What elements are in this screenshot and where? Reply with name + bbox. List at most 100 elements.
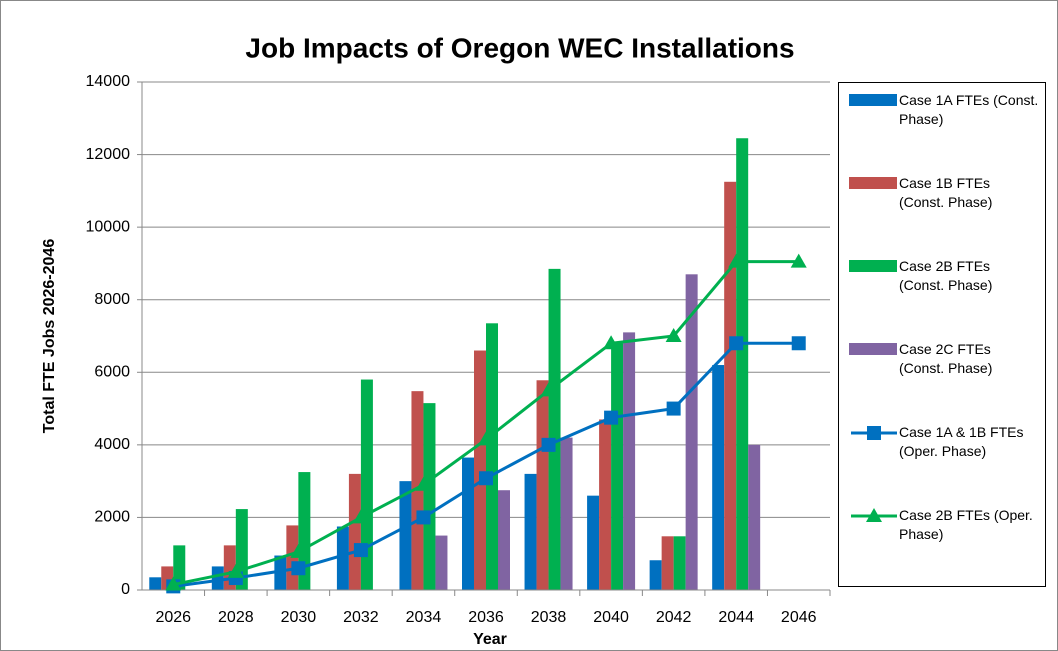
bar [587, 495, 600, 590]
y-tick-label: 10000 [86, 218, 131, 235]
bar [486, 323, 498, 590]
x-tick-label: 2038 [531, 609, 567, 626]
x-tick-label: 2036 [468, 609, 504, 626]
legend-marker [867, 426, 881, 440]
bar [599, 419, 612, 590]
legend-item: Case 1A & 1B FTEs (Oper. Phase) [847, 423, 1042, 493]
bar [274, 555, 287, 590]
x-tick-label: 2044 [718, 609, 754, 626]
y-tick-label: 6000 [94, 364, 130, 381]
bar [498, 490, 510, 590]
bar [560, 437, 573, 590]
line-marker [790, 253, 807, 268]
bar [623, 332, 636, 590]
line-marker [227, 563, 244, 578]
line-marker [478, 431, 494, 446]
bar [149, 577, 162, 590]
bar [748, 444, 761, 590]
legend-icon [851, 508, 897, 522]
legend-icon [851, 426, 897, 440]
legend-item: Case 1B FTEs (Const. Phase) [847, 174, 1042, 244]
legend-item: Case 2B FTEs (Oper. Phase) [847, 506, 1042, 576]
line-marker [541, 437, 556, 452]
x-tick-label: 2028 [218, 609, 254, 626]
legend-swatch [849, 260, 897, 272]
bar [360, 379, 373, 590]
legend-swatch [849, 94, 897, 106]
bar [173, 545, 186, 590]
bar [474, 350, 486, 590]
bar [524, 473, 537, 590]
line-marker [353, 543, 368, 558]
bar [399, 481, 412, 590]
legend-label: Case 1B FTEs (Const. Phase) [899, 175, 993, 210]
legend-label: Case 2B FTEs (Const. Phase) [899, 258, 993, 293]
bar [435, 535, 448, 590]
line-marker [290, 543, 307, 558]
legend-marker [866, 508, 882, 522]
legend: Case 1A FTEs (Const. Phase) Case 1B FTEs … [838, 82, 1046, 587]
bar [685, 274, 698, 590]
line-marker [603, 335, 620, 350]
bar [649, 560, 662, 590]
x-axis-label: Year [473, 631, 507, 648]
legend-item: Case 2C FTEs (Const. Phase) [847, 340, 1042, 410]
bar [712, 365, 725, 590]
x-tick-label: 2034 [406, 609, 442, 626]
line-marker [540, 382, 557, 397]
line-marker [416, 510, 431, 525]
legend-icon [849, 260, 897, 272]
bar [661, 536, 674, 590]
bar [548, 268, 561, 590]
line-marker [604, 410, 619, 425]
legend-label: Case 1A & 1B FTEs (Oper. Phase) [899, 424, 1024, 459]
y-tick-label: 2000 [94, 509, 130, 526]
bar [462, 457, 474, 590]
line-marker [415, 476, 432, 491]
line-marker [291, 561, 306, 576]
line-marker [728, 253, 745, 268]
y-tick-label: 12000 [86, 146, 131, 163]
legend-item: Case 1A FTEs (Const. Phase) [847, 91, 1042, 161]
y-axis-label: Total FTE Jobs 2026-2046 [41, 239, 58, 434]
x-tick-label: 2042 [656, 609, 692, 626]
legend-label: Case 1A FTEs (Const. Phase) [899, 92, 1039, 127]
legend-swatch [849, 343, 897, 355]
x-tick-label: 2032 [343, 609, 379, 626]
x-tick-label: 2040 [593, 609, 629, 626]
bar [611, 343, 624, 590]
line-marker [352, 509, 369, 524]
line-marker [479, 471, 493, 486]
line-marker [791, 336, 806, 351]
bar [423, 403, 436, 590]
bar [673, 536, 686, 590]
y-tick-label: 8000 [94, 291, 130, 308]
x-tick-label: 2046 [781, 609, 817, 626]
chart-title: Job Impacts of Oregon WEC Installations [245, 32, 794, 63]
bar [736, 138, 749, 590]
legend-item: Case 2B FTEs (Const. Phase) [847, 257, 1042, 327]
legend-swatch [849, 177, 897, 189]
legend-icon [849, 343, 897, 355]
y-tick-label: 0 [121, 581, 130, 598]
line-marker [165, 576, 182, 591]
y-tick-label: 14000 [86, 73, 131, 90]
line-marker [666, 401, 681, 416]
legend-label: Case 2C FTEs (Const. Phase) [899, 341, 993, 376]
bar [536, 380, 549, 590]
bar [336, 526, 349, 590]
legend-label: Case 2B FTEs (Oper. Phase) [899, 507, 1033, 542]
bar [211, 566, 224, 590]
bar [298, 472, 311, 590]
y-tick-label: 4000 [94, 436, 130, 453]
legend-icon [849, 177, 897, 189]
x-tick-label: 2030 [281, 609, 317, 626]
bar [724, 181, 737, 591]
legend-icon [849, 94, 897, 106]
line-marker [665, 328, 682, 342]
bar [348, 473, 361, 590]
line-marker [729, 336, 744, 351]
x-tick-label: 2026 [155, 609, 191, 626]
